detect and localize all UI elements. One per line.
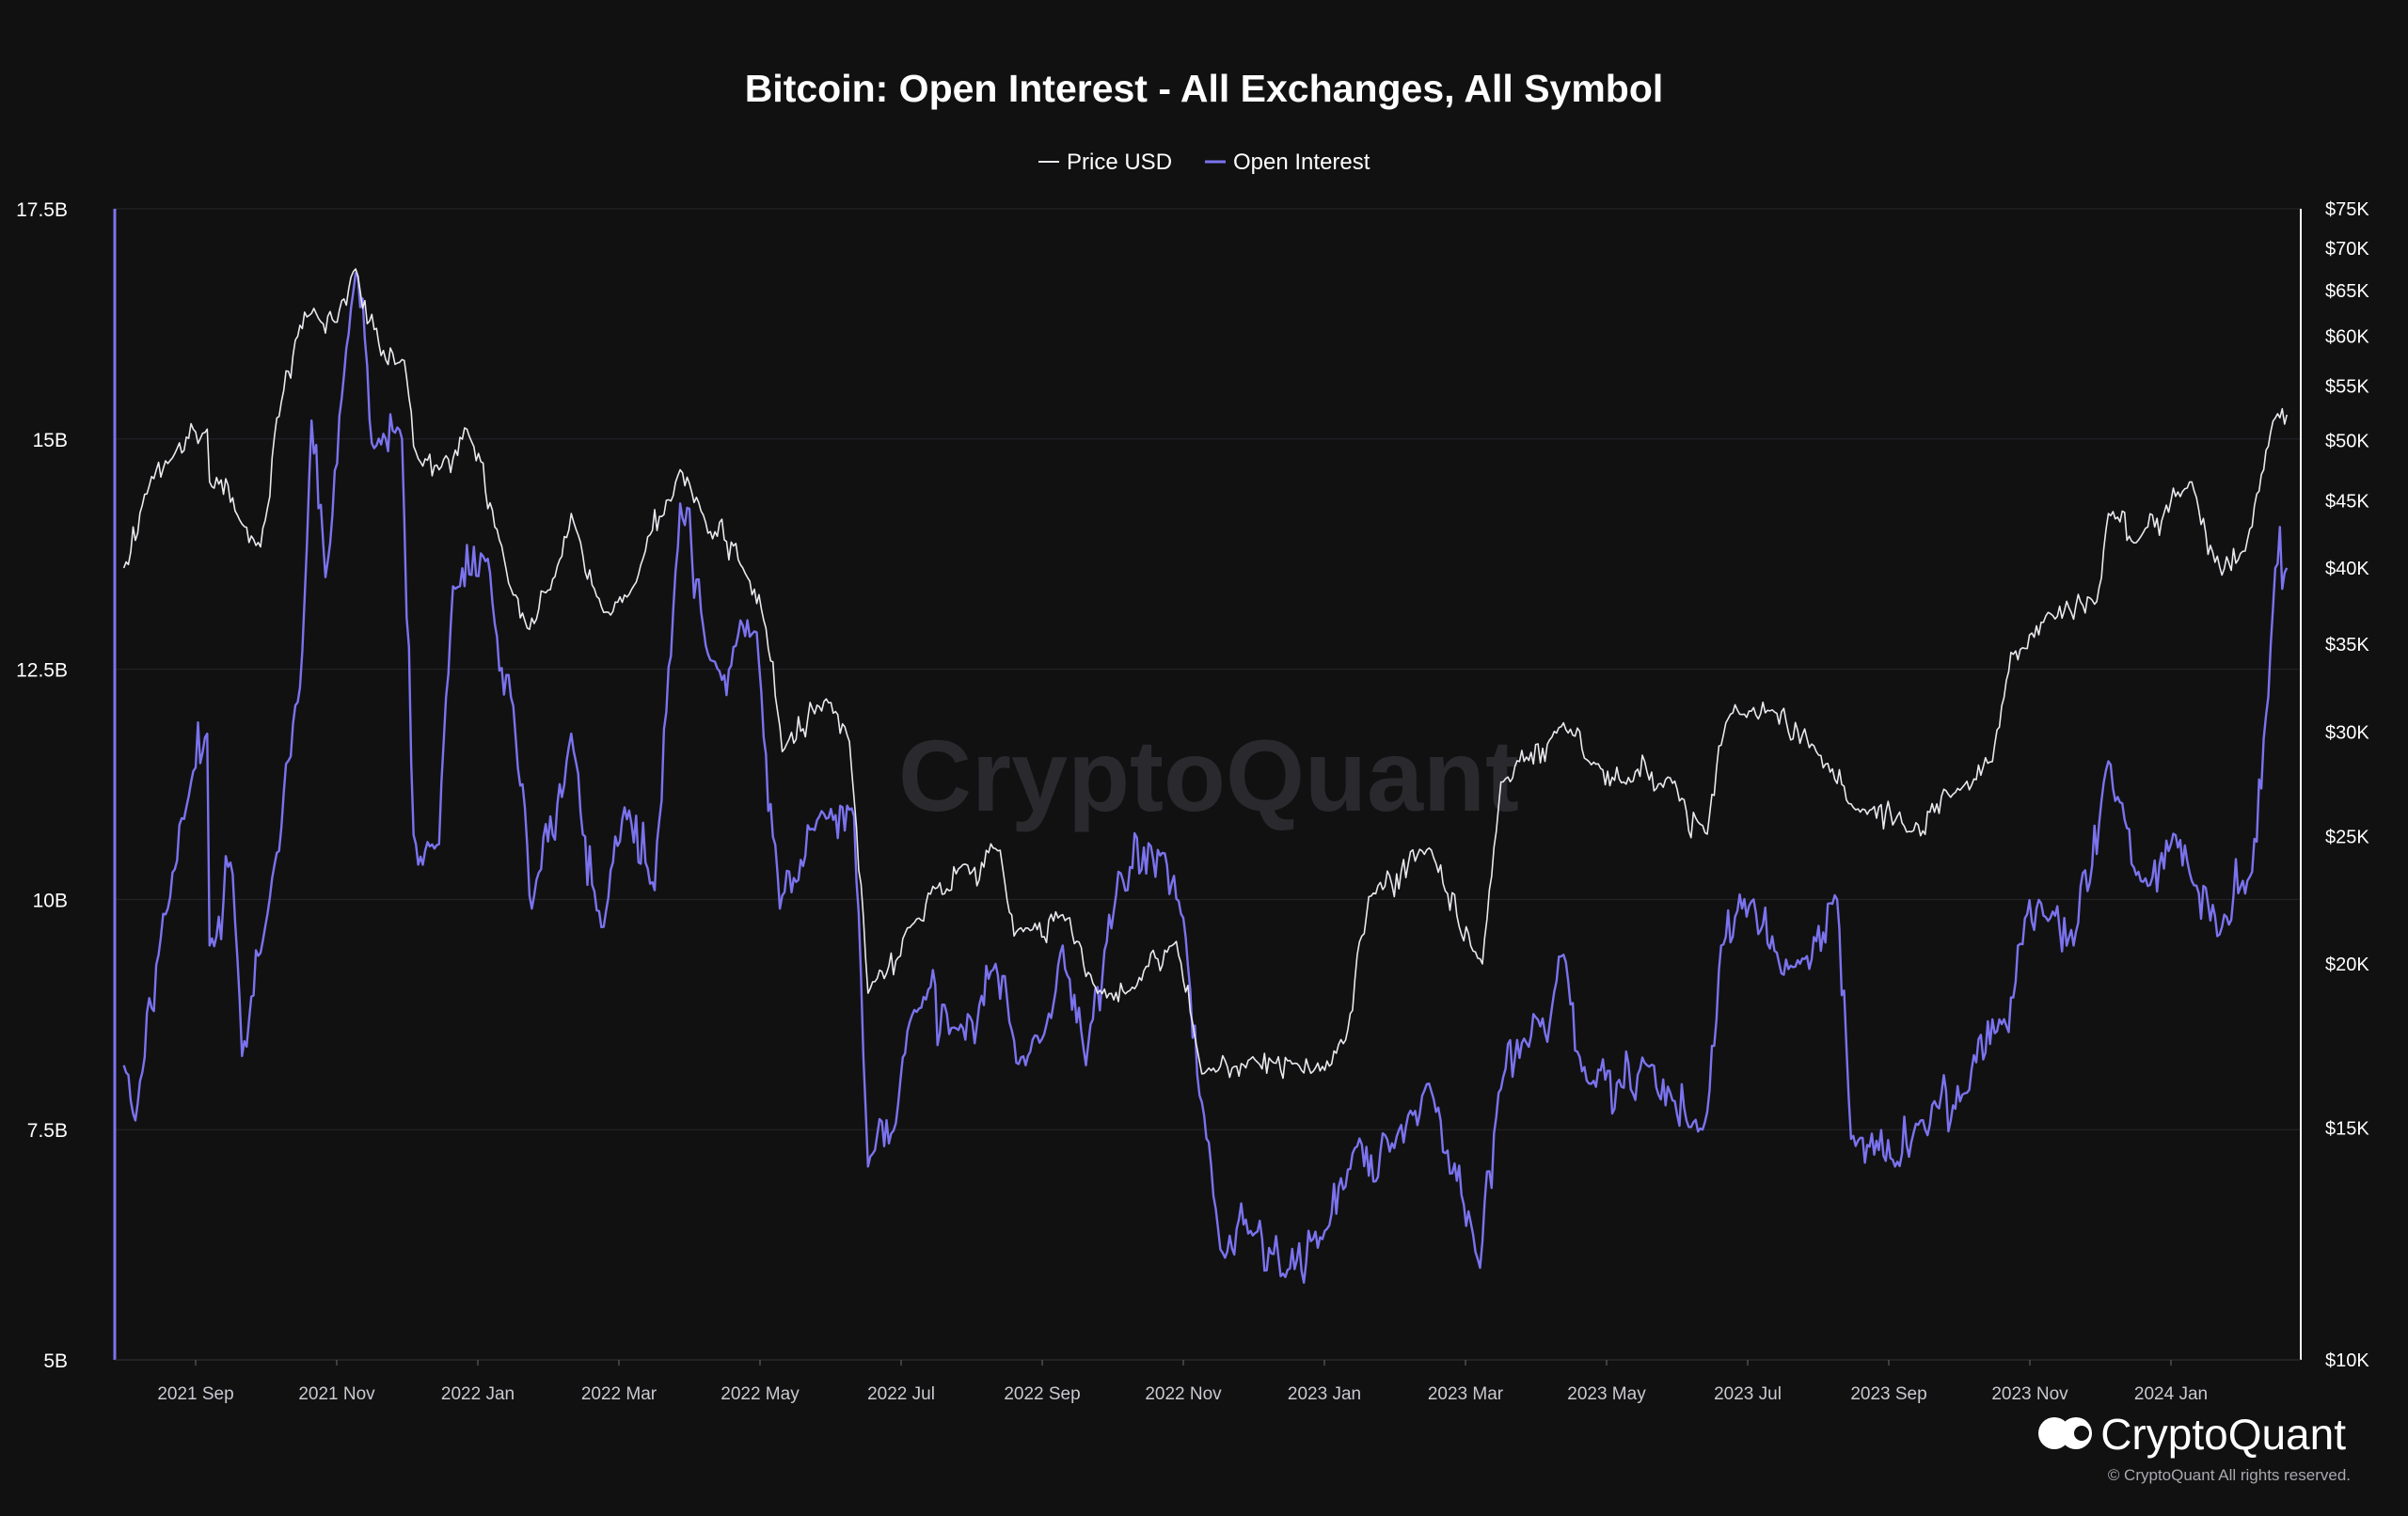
left-tick-label: 17.5B xyxy=(16,199,68,221)
copyright-text: © CryptoQuant All rights reserved. xyxy=(2108,1466,2351,1484)
left-axis-ticks: 17.5B 15B 12.5B 10B 7.5B 5B xyxy=(16,199,68,1372)
x-tick-label: 2023 Nov xyxy=(1991,1384,2068,1404)
x-tick-label: 2022 Jul xyxy=(867,1384,935,1404)
x-tick-label: 2021 Nov xyxy=(298,1384,375,1404)
legend-label-price: Price USD xyxy=(1067,150,1172,175)
brand-name: CryptoQuant xyxy=(2100,1410,2346,1459)
x-tick-label: 2022 Sep xyxy=(1004,1384,1080,1404)
right-tick-label: $15K xyxy=(2325,1119,2369,1140)
legend: Price USD Open Interest xyxy=(1038,150,1370,175)
watermark: CryptoQuant xyxy=(898,719,1519,832)
chart-title: Bitcoin: Open Interest - All Exchanges, … xyxy=(745,67,1664,110)
right-tick-label: $70K xyxy=(2325,239,2369,260)
right-tick-label: $75K xyxy=(2325,199,2369,220)
right-tick-label: $45K xyxy=(2325,491,2369,512)
x-axis-ticks: 2021 Sep 2021 Nov 2022 Jan 2022 Mar 2022 May… xyxy=(157,1360,2208,1404)
right-tick-label: $35K xyxy=(2325,635,2369,655)
x-tick-label: 2023 May xyxy=(1567,1384,1646,1404)
right-tick-label: $60K xyxy=(2325,327,2369,348)
series-line-open-interest xyxy=(122,272,2289,1285)
x-tick-label: 2023 Mar xyxy=(1428,1384,1504,1404)
grid xyxy=(115,208,2301,1130)
legend-item-price[interactable]: Price USD xyxy=(1038,150,1172,175)
legend-item-open-interest[interactable]: Open Interest xyxy=(1205,150,1370,175)
left-tick-label: 12.5B xyxy=(16,660,68,682)
x-tick-label: 2022 Jan xyxy=(441,1384,515,1404)
right-axis-ticks: $75K $70K $65K $60K $55K $50K $45K $40K $35K $30K… xyxy=(2325,199,2369,1371)
right-tick-label: $20K xyxy=(2325,955,2369,975)
x-tick-label: 2024 Jan xyxy=(2134,1384,2208,1404)
left-tick-label: 7.5B xyxy=(27,1120,68,1142)
x-tick-label: 2022 Nov xyxy=(1145,1384,1222,1404)
x-tick-label: 2023 Jul xyxy=(1714,1384,1782,1404)
right-tick-label: $55K xyxy=(2325,376,2369,397)
legend-label-open-interest: Open Interest xyxy=(1233,150,1370,175)
x-tick-label: 2023 Sep xyxy=(1850,1384,1926,1404)
cryptoquant-logo-icon xyxy=(2038,1417,2092,1449)
right-tick-label: $40K xyxy=(2325,559,2369,579)
left-tick-label: 10B xyxy=(33,890,68,911)
series-line-price xyxy=(122,268,2288,1080)
axes xyxy=(113,209,2302,1361)
right-tick-label: $50K xyxy=(2325,431,2369,451)
right-tick-label: $10K xyxy=(2325,1350,2369,1371)
left-tick-label: 5B xyxy=(43,1350,68,1372)
series-layer xyxy=(122,268,2289,1285)
right-tick-label: $25K xyxy=(2325,827,2369,847)
x-tick-label: 2021 Sep xyxy=(157,1384,233,1404)
x-tick-label: 2022 Mar xyxy=(581,1384,657,1404)
right-tick-label: $30K xyxy=(2325,723,2369,744)
left-tick-label: 15B xyxy=(33,430,68,451)
x-tick-label: 2022 May xyxy=(721,1384,800,1404)
cryptoquant-logo: CryptoQuant © CryptoQuant All rights res… xyxy=(2038,1410,2351,1484)
x-tick-label: 2023 Jan xyxy=(1288,1384,1361,1404)
right-tick-label: $65K xyxy=(2325,281,2369,302)
